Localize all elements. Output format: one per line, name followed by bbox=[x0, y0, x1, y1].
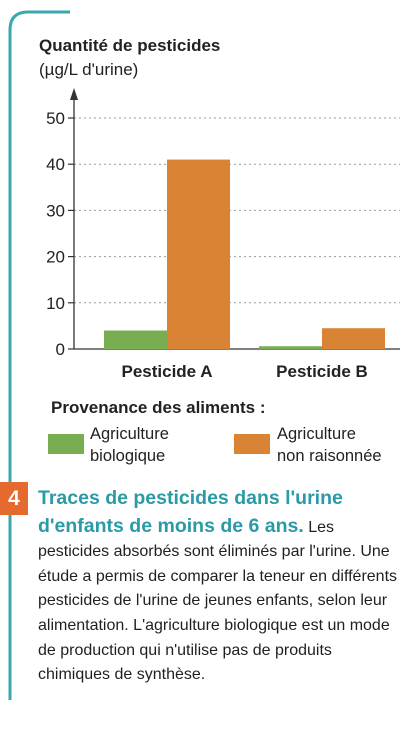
legend-swatch-non-raisonnee bbox=[234, 434, 270, 454]
y-tick-label: 40 bbox=[46, 155, 65, 174]
y-tick-label: 50 bbox=[46, 109, 65, 128]
bar bbox=[322, 328, 385, 349]
x-category-label: Pesticide B bbox=[276, 362, 368, 381]
y-tick-label: 30 bbox=[46, 201, 65, 220]
document-description: Traces de pesticides dans l'urine d'enfa… bbox=[38, 485, 400, 688]
y-axis-arrow bbox=[70, 88, 78, 100]
legend-label-non-raisonnee: Agriculture non raisonnée bbox=[277, 425, 382, 465]
legend-title: Provenance des aliments : bbox=[51, 398, 266, 417]
bar bbox=[259, 346, 322, 349]
y-axis-label-line1: Quantité de pesticides bbox=[39, 36, 221, 55]
legend-label-bio: Agriculture biologique bbox=[90, 425, 169, 465]
bar bbox=[104, 330, 167, 349]
document-title: Traces de pesticides dans l'urine d'enfa… bbox=[38, 487, 343, 537]
x-category-label: Pesticide A bbox=[121, 362, 212, 381]
y-tick-label: 0 bbox=[56, 340, 65, 359]
legend-swatch-bio bbox=[48, 434, 84, 454]
y-tick-label: 10 bbox=[46, 294, 65, 313]
y-tick-label: 20 bbox=[46, 248, 65, 267]
bar-chart: 0 10 20 30 40 50 Pesticide A Pesticide B bbox=[46, 88, 400, 381]
document-body: Les pesticides absorbés sont éliminés pa… bbox=[38, 518, 398, 684]
bar bbox=[167, 159, 230, 349]
y-axis-label-line2: (µg/L d'urine) bbox=[39, 60, 139, 79]
document-number-badge: 4 bbox=[0, 482, 28, 515]
